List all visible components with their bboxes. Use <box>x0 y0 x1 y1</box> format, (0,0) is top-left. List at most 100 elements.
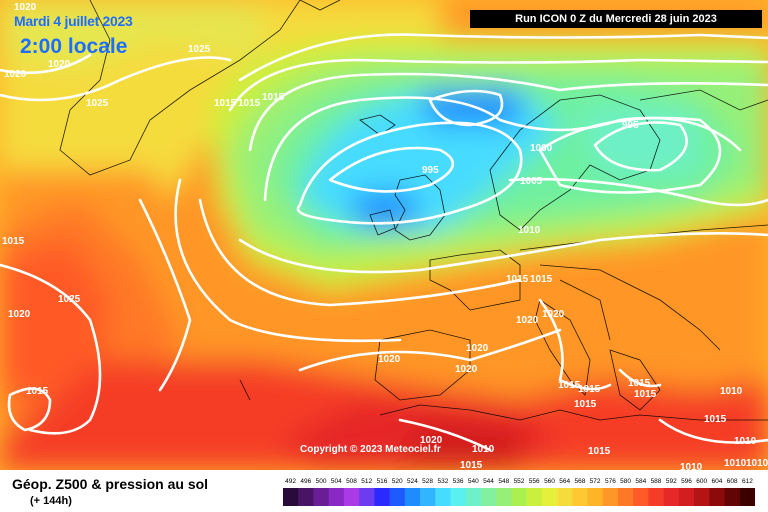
legend-tick-label: 536 <box>453 478 464 485</box>
legend-tick-label: 496 <box>300 478 311 485</box>
legend-tick-label: 508 <box>346 478 357 485</box>
legend-tick-label: 504 <box>331 478 342 485</box>
isobar-label: 1020 <box>455 364 478 375</box>
forecast-local-time: 2:00 locale <box>20 35 128 58</box>
legend-tick-label: 608 <box>727 478 738 485</box>
legend-color-swatch <box>389 488 406 506</box>
isobar-label: 1025 <box>58 294 81 305</box>
isobar-label: 1010 <box>680 462 703 470</box>
isobar-label: 1020 <box>48 59 71 70</box>
isobar-labels: 1020 1020 1025 1020 1025 1015 1015 1015 … <box>2 2 768 470</box>
legend-color-swatch <box>420 488 436 506</box>
legend-tick-label: 492 <box>285 478 296 485</box>
legend-color-swatch <box>587 488 604 506</box>
legend-color-swatch <box>572 488 588 506</box>
isobar-label: 995 <box>422 165 439 176</box>
lead-time: (+ 144h) <box>30 495 72 507</box>
isobar-label: 1010 <box>720 386 743 397</box>
legend-color-swatch <box>496 488 512 506</box>
legend-color-swatch <box>694 488 710 506</box>
legend-color-swatch <box>328 488 345 506</box>
model-run-info: Run ICON 0 Z du Mercredi 28 juin 2023 <box>470 10 762 28</box>
isobar-label: 1015 <box>588 446 611 457</box>
color-scale-legend: 492 496 500 504 508 512 516 520 524 528 532 536 540 5… <box>283 478 755 506</box>
legend-color-swatch <box>618 488 634 506</box>
isobar-label: 1025 <box>86 98 109 109</box>
legend-color-swatch <box>511 488 527 506</box>
isobar-label: 1015 <box>530 274 553 285</box>
legend-color-swatch <box>648 488 664 506</box>
legend-tick-label: 592 <box>666 478 677 485</box>
legend-color-swatch <box>709 488 725 506</box>
copyright-notice: Copyright © 2023 Meteociel.fr <box>300 444 441 455</box>
legend-color-swatch <box>435 488 451 506</box>
isobar-label: 1015 <box>214 98 237 109</box>
legend-tick-label: 544 <box>483 478 494 485</box>
isobar-label: 1005 <box>520 176 543 187</box>
legend-color-swatch <box>480 488 497 506</box>
isobar-label: 1025 <box>188 44 211 55</box>
isobar-label: 1015 <box>628 378 651 389</box>
legend-color-swatch <box>557 488 573 506</box>
isobar-label: 1020 <box>466 343 489 354</box>
legend-tick-label: 516 <box>377 478 388 485</box>
isobar-label: 1015 <box>238 98 261 109</box>
legend-tick-label: 528 <box>422 478 433 485</box>
legend-color-swatch <box>633 488 649 506</box>
isobar-label: 1020 <box>8 309 31 320</box>
isobar-label: 1015 <box>634 389 657 400</box>
legend-tick-label: 500 <box>316 478 327 485</box>
isobar-label: 1010 <box>724 458 747 469</box>
isobar-label: 1015 <box>262 92 285 103</box>
legend-tick-label: 596 <box>681 478 692 485</box>
legend-tick-label: 588 <box>651 478 662 485</box>
isobar-label: 1015 <box>578 384 601 395</box>
legend-color-swatch <box>283 488 299 506</box>
legend-color-swatch <box>526 488 543 506</box>
legend-tick-label: 556 <box>529 478 540 485</box>
legend-tick-label: 600 <box>696 478 707 485</box>
legend-tick-label: 532 <box>437 478 448 485</box>
field-name: Géop. Z500 & pression au sol <box>12 476 209 492</box>
isobar-label: 1020 <box>4 69 27 80</box>
legend-tick-label: 564 <box>559 478 570 485</box>
legend-tick-label: 540 <box>468 478 479 485</box>
legend-color-swatch <box>678 488 695 506</box>
legend-tick-label: 568 <box>574 478 585 485</box>
isobar-label: 1010 <box>518 225 541 236</box>
forecast-date: Mardi 4 juillet 2023 <box>14 13 133 29</box>
legend-color-swatch <box>450 488 467 506</box>
isobar-label: 1010 <box>472 444 495 455</box>
isobar-label: 1010 <box>746 458 768 469</box>
legend-tick-label: 584 <box>635 478 646 485</box>
legend-color-swatch <box>724 488 741 506</box>
legend-color-swatch <box>602 488 619 506</box>
isobar-lines <box>0 33 768 452</box>
legend-tick-label: 548 <box>498 478 509 485</box>
legend-color-swatch <box>374 488 390 506</box>
legend-color-swatch <box>343 488 360 506</box>
isobar-label: 1000 <box>530 143 553 154</box>
isobar-label: 1015 <box>506 274 529 285</box>
isobar-label: 1020 <box>378 354 401 365</box>
legend-color-swatch <box>298 488 314 506</box>
isobar-label: 1015 <box>704 414 727 425</box>
isobar-label: 1015 <box>558 380 581 391</box>
legend-tick-label: 512 <box>361 478 372 485</box>
legend-color-swatch <box>739 488 755 506</box>
legend-color-swatch <box>313 488 330 506</box>
isobar-label: 1020 <box>420 435 443 446</box>
legend-tick-label: 520 <box>392 478 403 485</box>
legend-color-swatch <box>404 488 421 506</box>
isobar-label: 1015 <box>2 236 25 247</box>
legend-color-swatch <box>541 488 558 506</box>
isobar-label: 1015 <box>460 460 483 470</box>
isobar-label: 1015 <box>26 386 49 397</box>
isobar-label: 1015 <box>574 399 597 410</box>
geopotential-map: 1020 1020 1025 1020 1025 1015 1015 1015 … <box>0 0 768 470</box>
isobar-label: 1010 <box>734 436 757 447</box>
isobar-label: 995 <box>622 120 639 131</box>
legend-tick-label: 552 <box>514 478 525 485</box>
legend-color-swatch <box>465 488 482 506</box>
